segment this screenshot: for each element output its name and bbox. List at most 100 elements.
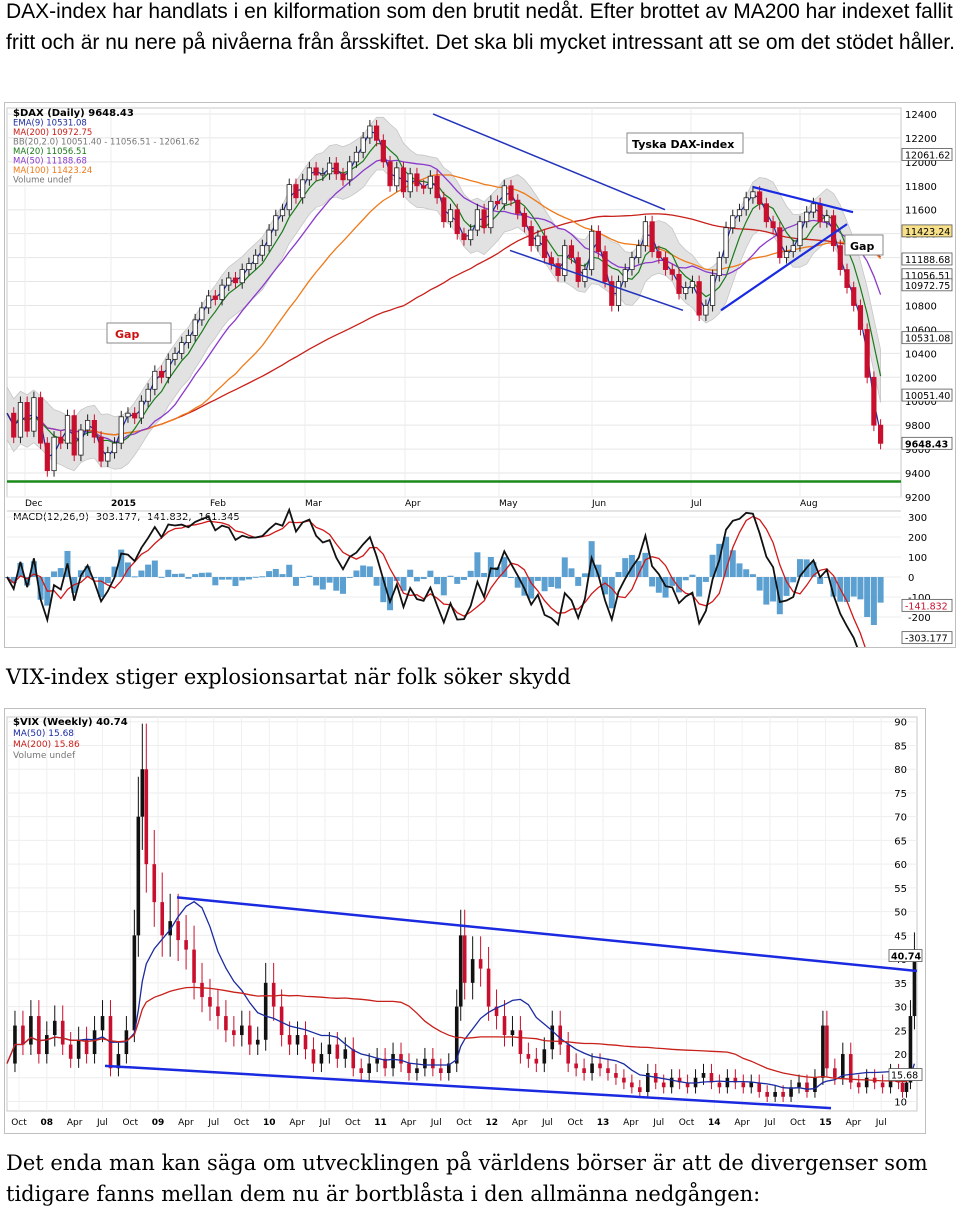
dax-x-tick-label: Jun (591, 499, 606, 509)
macd-histogram-bar (467, 570, 474, 577)
vix-candle-body (908, 1016, 913, 1083)
dax-candle-body (118, 416, 124, 444)
macd-histogram-bar (561, 557, 568, 577)
macd-histogram-bar (360, 565, 367, 577)
vix-candle-body (518, 1030, 523, 1055)
dax-candle-body (387, 161, 393, 187)
macd-histogram-bar (272, 568, 279, 577)
dax-value-tag-label: 10051.40 (905, 391, 950, 402)
dax-value-tag (901, 148, 953, 161)
dax-value-tag (901, 388, 953, 402)
dax-candle-body (481, 209, 487, 229)
macd-histogram-bar (528, 577, 535, 599)
vix-candle-body (287, 1035, 292, 1045)
dax-candle-body (488, 200, 494, 229)
dax-candle-body (837, 245, 843, 270)
dax-candle-body (11, 412, 17, 438)
vix-y-tick-label: 70 (894, 813, 907, 824)
macd-histogram-bar (783, 577, 790, 596)
dax-candle-body (790, 245, 796, 253)
vix-candle-body (303, 1035, 308, 1050)
macd-histogram-bar (118, 549, 125, 577)
dax-candle-body (642, 221, 649, 247)
vix-candle-body (200, 982, 204, 998)
macd-histogram-bar (763, 577, 770, 605)
dax-candle-body (105, 452, 111, 462)
vix-y-tick-label: 60 (894, 860, 907, 871)
dax-candle-body (736, 209, 743, 217)
macd-histogram-bar (151, 560, 158, 577)
macd-histogram-bar (434, 577, 441, 585)
macd-histogram-bar (30, 561, 37, 577)
macd-histogram-bar (575, 577, 582, 586)
dax-chart-title: Tyska DAX-index (632, 138, 734, 151)
dax-value-tag (901, 331, 953, 345)
dax-candle-body (340, 173, 346, 181)
dax-candle-body (501, 185, 507, 205)
dax-candle-body (259, 245, 265, 256)
macd-histogram-bar (810, 562, 817, 577)
macd-histogram-bar (555, 577, 562, 589)
macd-histogram-bar (413, 577, 420, 582)
vix-candle-body (84, 1039, 89, 1055)
vix-candle-body (255, 1039, 260, 1045)
vix-candle-body (833, 1068, 837, 1078)
dax-candle-body (31, 397, 37, 432)
macd-histogram-bar (595, 564, 602, 577)
dax-candle-body (696, 281, 702, 316)
macd-histogram-bar (823, 577, 830, 579)
macd-histogram-bar (373, 577, 380, 586)
macd-histogram-bar (642, 552, 649, 577)
macd-histogram-bar (830, 577, 837, 597)
vix-y-tick-label: 35 (894, 979, 907, 990)
vix-candle-body (92, 1030, 97, 1055)
macd-histogram-bar (756, 577, 763, 591)
dax-x-tick-label: Dec (25, 499, 42, 509)
vix-y-tick-label: 30 (894, 1003, 907, 1014)
macd-histogram-bar (225, 577, 232, 580)
vix-candle-body (904, 1082, 909, 1093)
vix-candle-body (630, 1082, 634, 1088)
dax-candle-body (71, 415, 77, 456)
vix-candle-body (247, 1025, 252, 1045)
macd-histogram-bar (205, 572, 212, 577)
dax-x-tick-label: Jul (690, 499, 702, 509)
vix-y-tick-label: 55 (894, 884, 907, 895)
dax-candle-body (548, 257, 554, 265)
dax-candle-body (286, 184, 292, 211)
dax-candle-body (293, 184, 299, 199)
macd-histogram-bar (252, 576, 259, 578)
dax-value-tag-label: 11188.68 (905, 255, 950, 266)
vix-candle-body (45, 1035, 49, 1055)
dax-candle-body (730, 215, 736, 229)
macd-histogram-bar (407, 569, 414, 577)
dax-trendline-upper (432, 113, 666, 211)
macd-histogram-bar (541, 577, 548, 592)
dax-candle-body (421, 185, 427, 189)
vix-candle-body (598, 1063, 602, 1069)
dax-y-tick-label: 12000 (905, 158, 937, 169)
dax-candle-body (851, 287, 857, 306)
macd-histogram-bar (279, 574, 286, 577)
vix-candle-body (741, 1082, 746, 1088)
macd-histogram-bar (454, 577, 461, 584)
vix-candle-body (661, 1082, 666, 1088)
macd-histogram-bar (165, 569, 172, 577)
dax-candle-body (468, 229, 474, 241)
macd-histogram-bar (306, 575, 313, 577)
dax-x-tick-label: Aug (800, 499, 818, 509)
macd-histogram-bar (602, 577, 609, 595)
dax-y-tick-label: 9800 (905, 421, 930, 432)
dax-candle-body (454, 209, 460, 235)
dax-candle-body (279, 209, 286, 217)
dax-candle-body (535, 235, 541, 247)
macd-histogram-bar (817, 577, 824, 584)
dax-candle-body (555, 263, 561, 276)
vix-candle-body (29, 1016, 33, 1045)
dax-y-tick-label: 10400 (905, 349, 937, 360)
macd-histogram-bar (676, 577, 682, 593)
vix-y-tick-label: 65 (894, 836, 907, 847)
macd-histogram-bar (145, 564, 152, 577)
vix-legend-entry: Volume undef (13, 751, 76, 761)
vix-candle-body (848, 1054, 853, 1083)
